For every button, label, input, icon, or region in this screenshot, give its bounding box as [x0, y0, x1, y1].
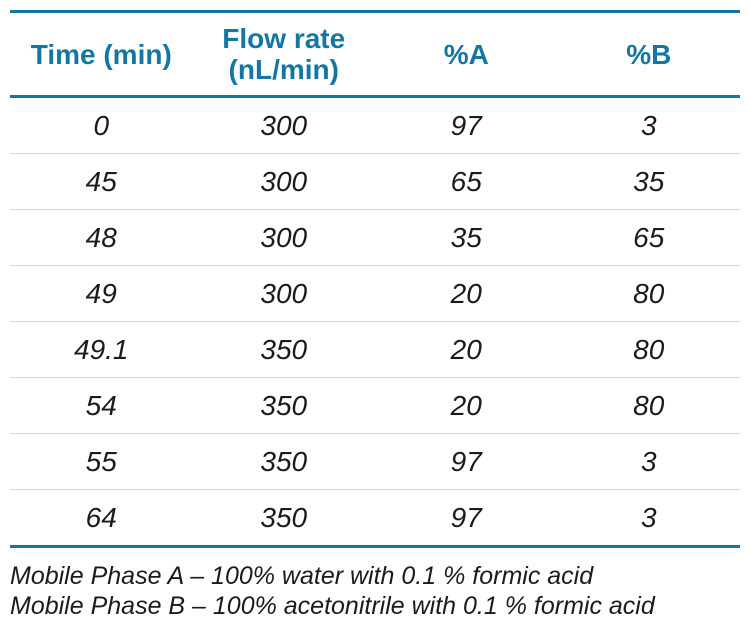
table-body: 0 300 97 3 45 300 65 35 48 300 35 65 49 300 20 80 49.1 35…: [10, 97, 740, 547]
table-cell: 54: [10, 377, 193, 434]
table-cell: 300: [192, 153, 375, 210]
table-cell: 80: [557, 377, 740, 434]
table-cell: 20: [375, 321, 558, 378]
table-row: 54 350 20 80: [10, 377, 740, 434]
table-cell: 97: [375, 433, 558, 490]
table-cell: 3: [640, 109, 657, 141]
table-cell: 350: [192, 433, 375, 490]
table-row: 48 300 35 65: [10, 209, 740, 266]
table-cell: 80: [557, 265, 740, 322]
gradient-table: Time (min) Flow rate (nL/min) %A %B 0 300…: [10, 10, 740, 548]
table-cell: 49.1: [10, 321, 193, 378]
table-cell: 49: [10, 265, 193, 322]
table-cell: 48: [10, 209, 193, 266]
table-cell: 0: [93, 109, 110, 141]
table-cell: 64: [10, 489, 193, 547]
table-cell: 97: [375, 489, 558, 547]
table-cell: 35: [557, 153, 740, 210]
gradient-table-header: Time (min) Flow rate (nL/min) %A %B: [10, 11, 740, 98]
table-cell: 20: [375, 265, 558, 322]
table-cell: 55: [10, 433, 193, 490]
table-cell: 65: [375, 153, 558, 210]
table-cell: 3: [557, 489, 740, 547]
table-cell: 300: [192, 209, 375, 266]
table-row: 45 300 65 35: [10, 153, 740, 210]
table-cell: 350: [192, 321, 375, 378]
header-time: Time (min): [10, 11, 193, 98]
header-flow-rate: Flow rate (nL/min): [192, 11, 375, 98]
table-row: 49 300 20 80: [10, 265, 740, 322]
table-cell: 45: [10, 153, 193, 210]
mobile-phase-b-note: Mobile Phase B – 100% acetonitrile with …: [10, 592, 655, 620]
table-cell: 300: [260, 109, 308, 141]
table-cell: 35: [375, 209, 558, 266]
mobile-phase-a-note: Mobile Phase A – 100% water with 0.1 % f…: [10, 562, 594, 590]
table-row: 64 350 97 3: [10, 489, 740, 547]
table-cell: 97: [450, 109, 482, 141]
table-cell: 300: [192, 265, 375, 322]
table-row: 0 300 97 3: [10, 97, 740, 154]
footnotes: Mobile Phase A – 100% water with 0.1 % f…: [10, 561, 740, 621]
table-cell: 65: [557, 209, 740, 266]
header-row: Time (min) Flow rate (nL/min) %A %B: [10, 11, 740, 98]
table-cell: 80: [557, 321, 740, 378]
table-row: 49.1 350 20 80: [10, 321, 740, 378]
table-cell: 350: [192, 489, 375, 547]
header-percent-a: %A: [375, 11, 558, 98]
table-cell: 3: [557, 433, 740, 490]
table-cell: 350: [192, 377, 375, 434]
header-percent-b: %B: [557, 11, 740, 98]
table-cell: 20: [375, 377, 558, 434]
table-row: 55 350 97 3: [10, 433, 740, 490]
